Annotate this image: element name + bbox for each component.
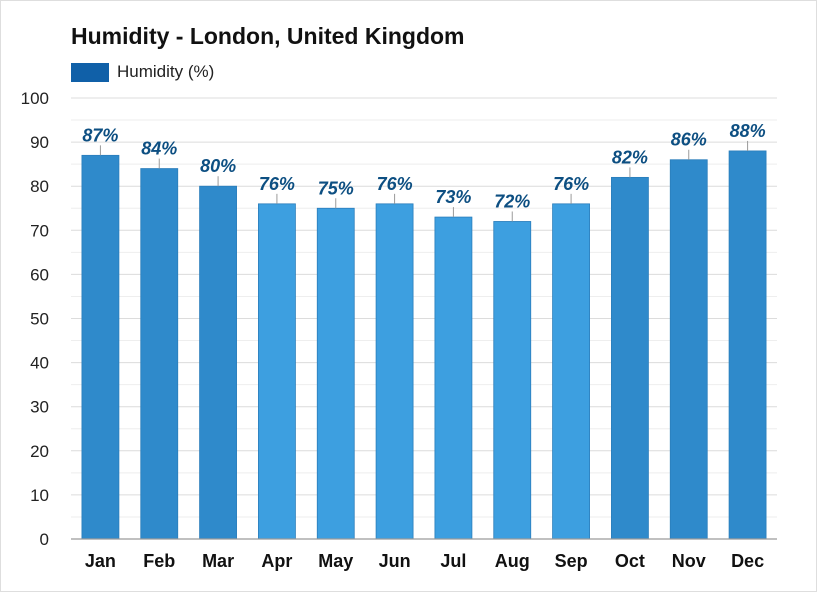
- value-label: 80%: [200, 156, 236, 176]
- bar: [375, 203, 414, 540]
- bar: [493, 221, 532, 540]
- chart-title: Humidity - London, United Kingdom: [71, 23, 465, 49]
- value-label: 76%: [553, 174, 589, 194]
- x-tick-label: Sep: [555, 551, 588, 571]
- x-tick-label: Aug: [495, 551, 530, 571]
- legend[interactable]: Humidity (%): [71, 61, 214, 83]
- legend-swatch: [71, 62, 109, 82]
- x-tick-label: Dec: [731, 551, 764, 571]
- value-label: 84%: [141, 139, 177, 159]
- y-tick-label: 50: [30, 310, 49, 329]
- value-label: 87%: [82, 125, 118, 145]
- value-label: 86%: [671, 130, 707, 150]
- x-tick-label: Oct: [615, 551, 645, 571]
- y-tick-label: 30: [30, 398, 49, 417]
- bar: [611, 176, 649, 540]
- y-tick-label: 60: [30, 265, 49, 284]
- x-tick-label: Nov: [672, 551, 706, 571]
- value-label: 76%: [377, 174, 413, 194]
- bar: [199, 185, 237, 540]
- x-tick-label: Jul: [440, 551, 466, 571]
- y-tick-label: 20: [30, 442, 49, 461]
- value-label: 88%: [730, 121, 766, 141]
- y-tick-label: 90: [30, 133, 49, 152]
- x-tick-label: Feb: [143, 551, 175, 571]
- y-tick-label: 40: [30, 354, 49, 373]
- x-tick-label: Mar: [202, 551, 234, 571]
- value-label: 76%: [259, 174, 295, 194]
- bar: [434, 216, 473, 540]
- y-tick-label: 70: [30, 221, 49, 240]
- value-label: 82%: [612, 147, 648, 167]
- value-label: 75%: [318, 178, 354, 198]
- y-tick-label: 80: [30, 177, 49, 196]
- bar: [316, 207, 355, 540]
- x-tick-label: Jan: [85, 551, 116, 571]
- bar: [258, 203, 296, 540]
- value-label: 73%: [435, 187, 471, 207]
- x-tick-label: Apr: [261, 551, 292, 571]
- bar: [81, 154, 120, 540]
- value-label: 72%: [494, 191, 530, 211]
- y-tick-label: 100: [21, 89, 49, 108]
- bar: [669, 159, 708, 540]
- bar: [552, 203, 590, 540]
- bar: [728, 150, 767, 540]
- x-tick-label: May: [318, 551, 353, 571]
- x-tick-label: Jun: [379, 551, 411, 571]
- y-tick-label: 10: [30, 486, 49, 505]
- legend-label: Humidity (%): [117, 62, 215, 81]
- y-tick-label: 0: [40, 530, 49, 549]
- bar: [140, 168, 179, 540]
